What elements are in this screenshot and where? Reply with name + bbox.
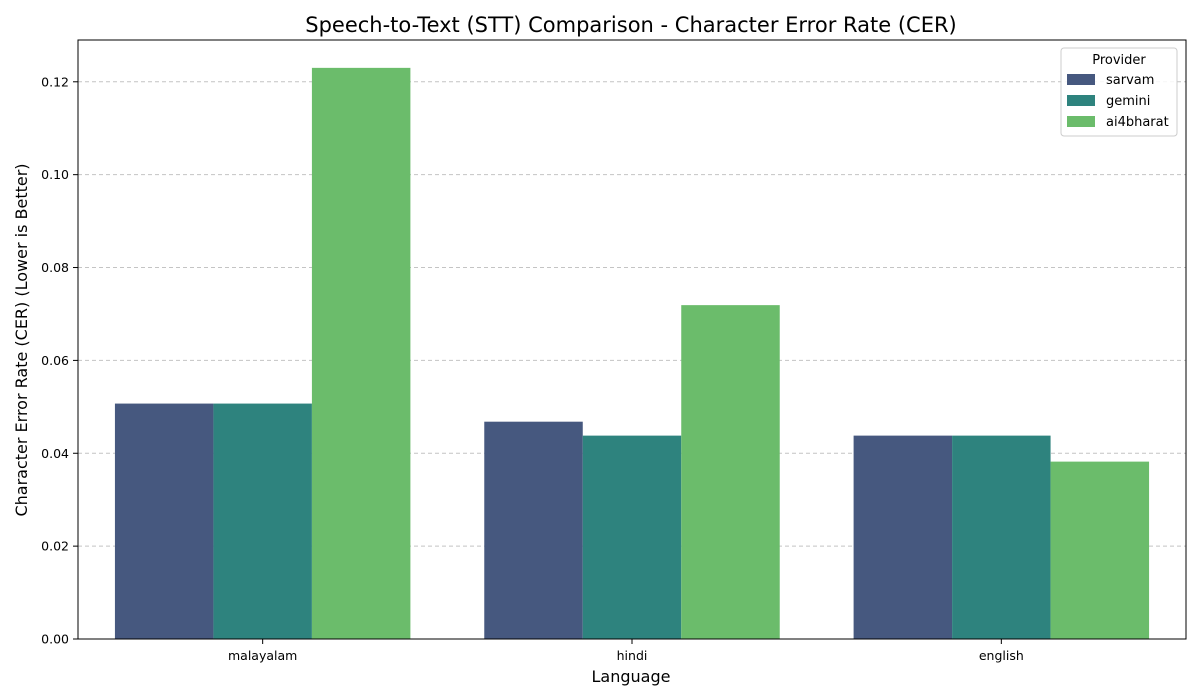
legend-items: sarvam gemini ai4bharat	[1067, 73, 1169, 130]
legend-swatch-gemini	[1067, 95, 1095, 106]
y-tick-label: 0.00	[41, 632, 69, 647]
bar-sarvam-english	[853, 435, 953, 639]
bar-sarvam-hindi	[484, 421, 583, 639]
x-axis-label: Language	[592, 667, 671, 686]
x-axis-ticks: malayalam hindi english	[228, 639, 1024, 663]
plot-frame	[77, 39, 1187, 640]
legend-box	[1060, 47, 1178, 137]
legend-title: Provider	[1092, 53, 1146, 68]
bar-gemini-malayalam	[213, 403, 312, 639]
chart-title: Speech-to-Text (STT) Comparison - Charac…	[305, 13, 957, 37]
bar-ai4bharat-english	[1050, 461, 1150, 639]
bar-sarvam-malayalam	[114, 403, 214, 639]
x-tick-label-malayalam: malayalam	[228, 648, 297, 663]
bar-gemini-english	[952, 435, 1051, 639]
y-tick-label: 0.08	[41, 260, 69, 275]
y-tick-label: 0.02	[41, 539, 69, 554]
bar-ai4bharat-hindi	[681, 305, 780, 639]
legend-swatch-sarvam	[1067, 74, 1095, 85]
bar-ai4bharat-malayalam	[311, 67, 411, 639]
y-tick-label: 0.04	[41, 446, 69, 461]
bar-gemini-hindi	[582, 435, 682, 639]
legend-swatch-ai4bharat	[1067, 116, 1095, 127]
legend-label-ai4bharat: ai4bharat	[1106, 115, 1169, 130]
y-tick-label: 0.06	[41, 353, 69, 368]
legend: Provider sarvam gemini ai4bharat	[1060, 47, 1178, 137]
y-axis-label: Character Error Rate (CER) (Lower is Bet…	[12, 163, 31, 516]
x-tick-label-english: english	[979, 648, 1024, 663]
y-tick-label: 0.10	[41, 167, 69, 182]
bars	[114, 67, 1150, 639]
x-tick-label-hindi: hindi	[617, 648, 648, 663]
legend-label-gemini: gemini	[1106, 94, 1150, 109]
y-tick-label: 0.12	[41, 74, 69, 89]
y-axis-ticks: 0.00 0.02 0.04 0.06 0.08 0.10 0.12	[41, 74, 78, 647]
legend-label-sarvam: sarvam	[1106, 73, 1154, 88]
